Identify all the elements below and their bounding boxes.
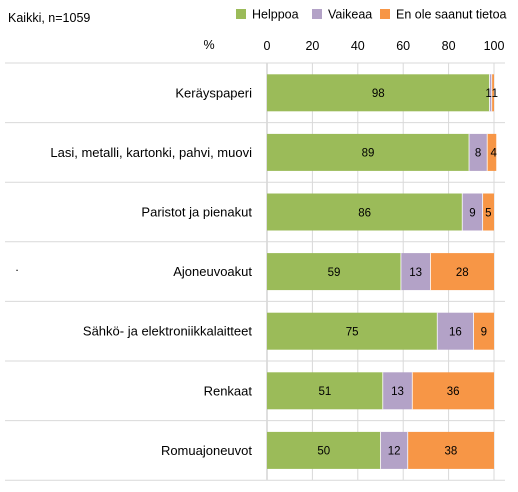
data-label: 38: [444, 446, 457, 458]
x-tick-label: 80: [442, 39, 456, 53]
bar-segment-en-ole-saanut-tietoa: [412, 372, 494, 410]
x-tick-label: 20: [305, 39, 319, 53]
data-label: 13: [409, 267, 422, 279]
bar-segment-vaikeaa: [380, 431, 408, 469]
data-label: 75: [346, 327, 359, 339]
category-label: Paristot ja pienakut: [141, 205, 252, 220]
bar-segment-helppoa: [267, 372, 383, 410]
legend-label: Helppoa: [252, 8, 299, 22]
bar-segment-en-ole-saanut-tietoa: [473, 312, 494, 350]
bar-segment-vaikeaa: [469, 133, 488, 171]
data-label: 28: [456, 267, 469, 279]
category-label: Lasi, metalli, kartonki, pahvi, muovi: [50, 145, 252, 160]
category-labels: Keräyspaperi Lasi, metalli, kartonki, pah…: [50, 85, 252, 458]
bar-segment-vaikeaa: [462, 193, 483, 231]
data-label: 86: [358, 207, 371, 219]
row-separators: [5, 62, 505, 481]
data-label: 1: [485, 88, 491, 100]
data-label: 9: [469, 207, 475, 219]
legend-swatch: [312, 9, 322, 19]
data-label: 12: [388, 446, 401, 458]
legend-label: Vaikeaa: [328, 8, 372, 22]
data-label: 13: [391, 386, 404, 398]
bar-segment-helppoa: [267, 431, 381, 469]
bar-segment-helppoa: [267, 312, 438, 350]
data-label: 59: [328, 267, 341, 279]
data-label: 51: [318, 386, 331, 398]
bar-segment-en-ole-saanut-tietoa: [430, 253, 494, 291]
data-label: 9: [481, 327, 487, 339]
bar-segment-vaikeaa: [489, 74, 492, 112]
bar-segment-en-ole-saanut-tietoa: [491, 74, 494, 112]
data-label: 1: [492, 88, 498, 100]
chart-subtitle: Kaikki, n=1059: [8, 11, 90, 25]
data-label: 5: [485, 207, 491, 219]
legend-swatch: [236, 9, 246, 19]
legend-swatch: [380, 9, 390, 19]
bar-segment-helppoa: [267, 133, 470, 171]
category-label: Sähkö- ja elektroniikkalaitteet: [83, 324, 252, 339]
bars: [267, 74, 497, 469]
data-label: 4: [491, 148, 498, 160]
data-label: 36: [447, 386, 460, 398]
bar-segment-helppoa: [267, 193, 463, 231]
legend-label: En ole saanut tietoa: [396, 8, 507, 22]
x-tick-label: 100: [484, 39, 505, 53]
category-label: Renkaat: [204, 383, 253, 398]
x-tick-label: 60: [396, 39, 410, 53]
data-label: 50: [317, 446, 330, 458]
bar-segment-helppoa: [267, 74, 490, 112]
bar-segment-en-ole-saanut-tietoa: [487, 133, 497, 171]
bar-segment-vaikeaa: [400, 253, 431, 291]
bar-segment-helppoa: [267, 253, 401, 291]
data-label: 89: [362, 148, 375, 160]
data-label: 98: [372, 88, 385, 100]
x-tick-label: 0: [264, 39, 271, 53]
data-label: 8: [475, 148, 481, 160]
x-tick-label: 40: [351, 39, 365, 53]
stray-dot: .: [15, 260, 18, 274]
data-label: 16: [449, 327, 462, 339]
bar-segment-vaikeaa: [382, 372, 413, 410]
category-label: Keräyspaperi: [175, 85, 252, 100]
axis-unit-label: %: [203, 38, 214, 52]
x-tick-labels: 0 20 40 60 80 100: [264, 39, 505, 53]
bar-segment-en-ole-saanut-tietoa: [482, 193, 494, 231]
category-label: Romuajoneuvot: [161, 443, 252, 458]
category-label: Ajoneuvoakut: [173, 264, 252, 279]
bar-segment-en-ole-saanut-tietoa: [407, 431, 494, 469]
bar-segment-vaikeaa: [437, 312, 474, 350]
legend: Helppoa Vaikeaa En ole saanut tietoa: [236, 8, 507, 22]
